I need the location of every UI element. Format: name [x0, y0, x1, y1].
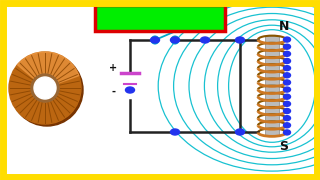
Ellipse shape: [284, 58, 291, 64]
Ellipse shape: [171, 37, 180, 43]
Text: -: -: [111, 87, 115, 97]
Ellipse shape: [236, 37, 244, 43]
Ellipse shape: [150, 37, 159, 43]
Ellipse shape: [284, 101, 291, 106]
Ellipse shape: [284, 66, 291, 71]
Text: +: +: [109, 63, 117, 73]
FancyBboxPatch shape: [95, 5, 225, 31]
Wedge shape: [17, 52, 79, 83]
Ellipse shape: [284, 130, 291, 135]
Circle shape: [172, 37, 179, 44]
Ellipse shape: [284, 109, 291, 114]
Ellipse shape: [284, 44, 291, 49]
Text: S: S: [279, 140, 289, 152]
Ellipse shape: [284, 73, 291, 78]
Ellipse shape: [284, 87, 291, 92]
Circle shape: [9, 52, 81, 124]
Ellipse shape: [201, 37, 210, 43]
Circle shape: [34, 77, 56, 99]
Ellipse shape: [284, 80, 291, 85]
Text: N: N: [279, 19, 289, 33]
Circle shape: [151, 37, 158, 44]
FancyBboxPatch shape: [8, 8, 312, 172]
Circle shape: [11, 54, 83, 126]
Text: Inductor /: Inductor /: [109, 12, 187, 24]
Ellipse shape: [171, 129, 180, 135]
Ellipse shape: [284, 94, 291, 99]
Ellipse shape: [284, 51, 291, 56]
Ellipse shape: [284, 37, 291, 42]
Ellipse shape: [284, 123, 291, 128]
Bar: [265, 36, 279, 136]
Ellipse shape: [125, 87, 134, 93]
Text: Coil: Coil: [178, 12, 206, 24]
Ellipse shape: [236, 129, 244, 135]
Ellipse shape: [284, 116, 291, 121]
Circle shape: [31, 74, 59, 102]
